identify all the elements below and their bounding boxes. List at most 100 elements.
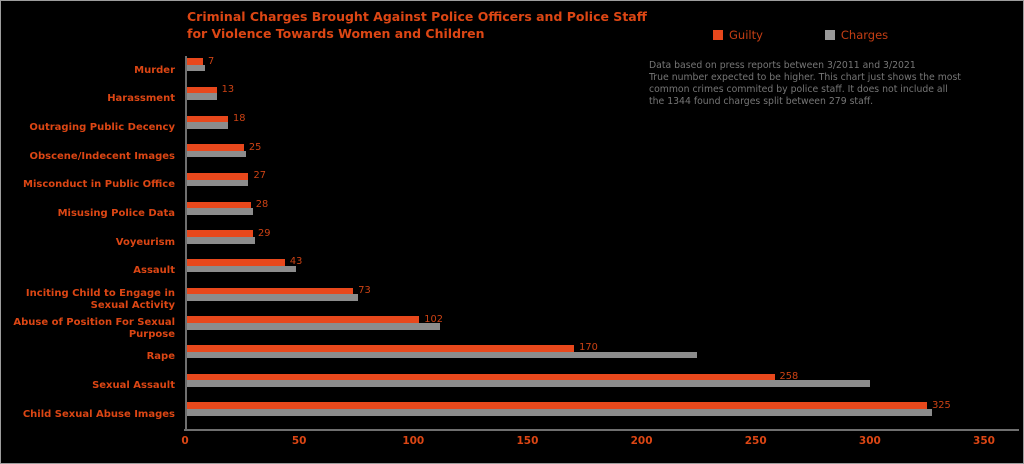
bar-row: Abuse of Position For Sexual Purpose 102 [1, 313, 1023, 343]
bar-pair: 170 [185, 342, 984, 372]
legend-label-guilty: Guilty [729, 28, 763, 42]
bar-line [187, 150, 984, 158]
x-axis-line [184, 429, 1019, 431]
bar-value-label: 258 [779, 371, 799, 383]
legend-item-charges: Charges [824, 28, 888, 42]
bar-value-label: 29 [258, 227, 271, 239]
guilty-bar [187, 259, 285, 266]
source-note-line: True number expected to be higher. This … [649, 72, 961, 84]
bar-row: Outraging Public Decency 18 [1, 112, 1023, 143]
bar-line: 28 [187, 199, 984, 211]
chart-title-line2: for Violence Towards Women and Children [187, 25, 485, 41]
charges-bar [187, 265, 297, 273]
bar-row: Inciting Child to Engage in Sexual Activ… [1, 285, 1023, 315]
bar-value-label: 25 [248, 141, 262, 153]
x-tick-label: 0 [181, 435, 189, 447]
bar-line [187, 322, 984, 330]
bar-row: Rape 170 [1, 342, 1023, 372]
bar-line: 27 [187, 171, 984, 181]
bar-value-label: 43 [289, 256, 303, 268]
bar-line: 170 [187, 342, 984, 354]
x-tick-label: 200 [630, 435, 653, 447]
bar-pair: 7 [185, 56, 984, 85]
charges-swatch-icon [824, 30, 835, 40]
category-label: Harassment [107, 93, 175, 105]
bar-rows: Murder 7 Harassment 13 Outraging Public Dece… [1, 56, 1023, 429]
guilty-bar [187, 316, 420, 323]
charges-bar [187, 208, 254, 215]
charges-bar [187, 122, 228, 129]
guilty-bar [187, 86, 217, 94]
guilty-bar [187, 230, 254, 237]
guilty-bar [187, 345, 575, 352]
bar-pair: 27 [185, 170, 984, 200]
bar-line [187, 179, 984, 187]
category-label: Obscene/Indecent Images [29, 150, 175, 162]
bar-value-label: 28 [255, 199, 269, 211]
bar-chart: Murder 7 Harassment 13 Outraging Public Dece… [1, 56, 1023, 456]
bar-value-label: 102 [424, 313, 443, 325]
guilty-bar [187, 373, 775, 381]
x-axis-ticks: 0 50 100 150 200 250 300 350 [181, 435, 995, 453]
charges-bar [187, 179, 249, 187]
x-tick-label: 150 [516, 435, 539, 447]
charges-bar [187, 380, 871, 387]
bar-row: Murder 7 [1, 56, 1023, 85]
bar-pair: 258 [185, 371, 984, 401]
guilty-bar [187, 115, 228, 123]
bar-value-label: 73 [358, 285, 371, 297]
bar-line: 325 [187, 399, 984, 411]
bar-line [187, 236, 984, 244]
category-label: Inciting Child to Engage in Sexual Activ… [25, 288, 175, 311]
bar-value-label: 7 [207, 55, 215, 67]
bar-row: Obscene/Indecent Images 25 [1, 142, 1023, 171]
bar-line: 13 [187, 84, 984, 96]
bar-line [187, 351, 984, 359]
guilty-bar [187, 402, 928, 410]
guilty-bar [187, 58, 203, 65]
chart-title-line1: Criminal Charges Brought Against Police … [187, 9, 647, 24]
category-label: Child Sexual Abuse Images [22, 408, 175, 420]
bar-pair: 325 [185, 400, 984, 429]
bar-line: 25 [187, 141, 984, 153]
guilty-bar [187, 144, 244, 151]
bar-row: Assault 43 [1, 256, 1023, 286]
bar-line [187, 380, 984, 387]
bar-pair: 18 [185, 112, 984, 143]
category-label: Misusing Police Data [57, 208, 175, 220]
bar-value-label: 13 [221, 84, 235, 96]
bar-pair: 25 [185, 142, 984, 171]
bar-row: Sexual Assault 258 [1, 371, 1023, 401]
bar-line: 43 [187, 256, 984, 268]
x-tick-label: 300 [858, 435, 881, 447]
bar-line: 102 [187, 313, 984, 325]
charges-bar [187, 64, 206, 72]
chart-title: Criminal Charges Brought Against Police … [187, 9, 647, 43]
charges-bar [187, 322, 440, 330]
source-note: Data based on press reports between 3/20… [649, 60, 961, 108]
bar-row: Misconduct in Public Office 27 [1, 170, 1023, 200]
bar-value-label: 325 [932, 399, 951, 411]
guilty-swatch-icon [713, 30, 723, 40]
x-tick-label: 100 [402, 435, 425, 447]
bar-row: Voyeurism 29 [1, 228, 1023, 257]
bar-value-label: 18 [232, 112, 246, 124]
category-label: Rape [146, 351, 175, 363]
legend: Guilty Charges [713, 28, 888, 42]
category-label: Sexual Assault [92, 380, 175, 392]
bar-pair: 29 [185, 228, 984, 257]
bar-line: 258 [187, 371, 984, 383]
bar-pair: 13 [185, 84, 984, 114]
category-label: Voyeurism [115, 236, 175, 248]
bar-line [187, 208, 984, 215]
bar-pair: 43 [185, 256, 984, 286]
x-tick-label: 50 [291, 435, 307, 447]
bar-line: 73 [187, 285, 984, 297]
source-note-line: Data based on press reports between 3/20… [649, 60, 916, 71]
bar-line: 7 [187, 55, 984, 67]
charges-bar [187, 351, 698, 359]
guilty-bar [187, 172, 249, 180]
bar-value-label: 170 [579, 342, 598, 354]
charges-bar [187, 409, 932, 416]
